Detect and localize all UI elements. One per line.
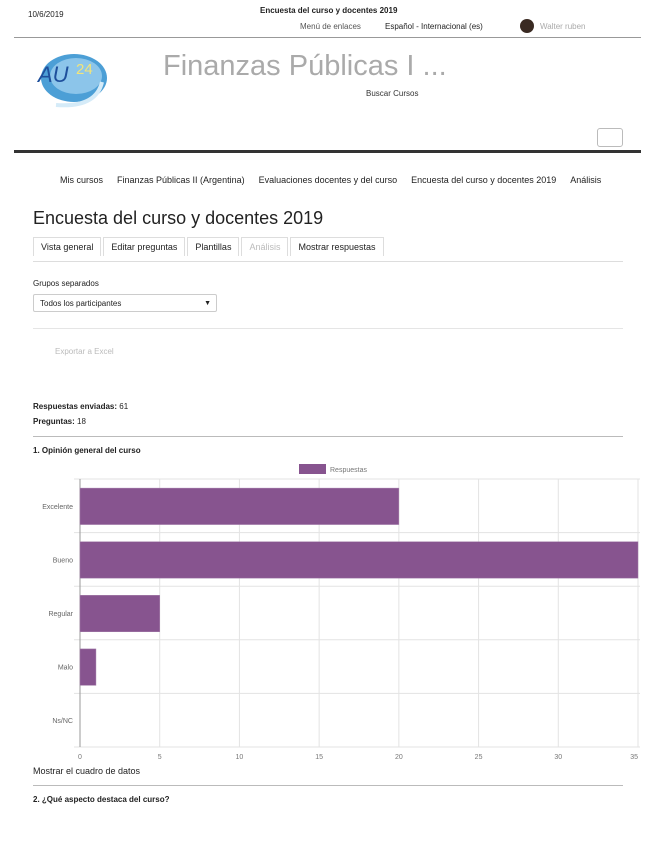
tab-bar: Vista general Editar preguntas Plantilla…: [33, 237, 386, 256]
tabs-divider: [33, 261, 623, 262]
tab-vista-general[interactable]: Vista general: [33, 237, 102, 256]
bar-regular: [79, 595, 160, 633]
question-2-title: 2. ¿Qué aspecto destaca del curso?: [33, 795, 170, 804]
show-data-table-link[interactable]: Mostrar el cuadro de datos: [33, 766, 141, 776]
question-1-title: 1. Opinión general del curso: [33, 446, 141, 455]
svg-text:AU: AU: [36, 62, 69, 87]
groups-select[interactable]: Todos los participantes ▼: [33, 294, 217, 312]
search-courses-link[interactable]: Buscar Cursos: [366, 89, 419, 98]
caret-down-icon: ▼: [204, 300, 211, 307]
tab-mostrar-respuestas[interactable]: Mostrar respuestas: [290, 237, 384, 256]
header-divider: [14, 37, 641, 38]
legend-label: Respuestas: [330, 467, 367, 474]
print-doc-title: Encuesta del curso y docentes 2019: [260, 6, 398, 15]
menu-links[interactable]: Menú de enlaces: [300, 22, 361, 31]
svg-text:24: 24: [76, 61, 93, 78]
tab-editar-preguntas[interactable]: Editar preguntas: [103, 237, 186, 256]
x-tick-label: 15: [315, 754, 323, 761]
divider: [33, 328, 623, 329]
groups-selected: Todos los participantes: [40, 299, 122, 308]
legend-swatch: [299, 464, 326, 474]
responses-label: Respuestas enviadas:: [33, 402, 118, 411]
responses-value: 61: [119, 402, 129, 411]
bar-excelente: [79, 487, 400, 525]
responses-count: Respuestas enviadas: 61: [33, 402, 128, 411]
divider: [33, 436, 623, 437]
breadcrumb: Mis cursos Finanzas Públicas II (Argenti…: [60, 175, 640, 185]
questions-count: Preguntas: 18: [33, 417, 86, 426]
x-tick-label: 10: [236, 754, 244, 761]
site-title[interactable]: Finanzas Públicas I ...: [163, 50, 447, 82]
divider: [33, 785, 623, 786]
avatar[interactable]: [520, 19, 534, 33]
breadcrumb-item[interactable]: Evaluaciones docentes y del curso: [258, 175, 398, 185]
x-tick-label: 5: [158, 754, 162, 761]
print-date: 10/6/2019: [28, 10, 64, 19]
language-menu[interactable]: Español - Internacional (es): [385, 22, 483, 31]
bar-bueno: [79, 541, 639, 579]
breadcrumb-item[interactable]: Análisis: [570, 175, 602, 185]
y-tick-label: Regular: [48, 611, 73, 618]
tab-analisis: Análisis: [241, 237, 289, 256]
x-tick-label: 25: [475, 754, 483, 761]
y-tick-label: Excelente: [42, 504, 73, 511]
breadcrumb-item[interactable]: Mis cursos: [60, 175, 104, 185]
menu-toggle-button[interactable]: [597, 128, 623, 147]
breadcrumb-item[interactable]: Finanzas Públicas II (Argentina): [117, 175, 245, 185]
tab-plantillas[interactable]: Plantillas: [187, 237, 240, 256]
user-name[interactable]: Walter ruben: [540, 22, 586, 31]
page-title: Encuesta del curso y docentes 2019: [33, 208, 324, 228]
x-tick-label: 35: [630, 754, 638, 761]
y-tick-label: Bueno: [53, 557, 73, 564]
y-tick-label: Malo: [58, 665, 73, 672]
bar-malo: [79, 648, 97, 686]
site-logo[interactable]: AU 24: [36, 50, 108, 112]
export-excel-button[interactable]: Exportar a Excel: [55, 347, 114, 356]
breadcrumb-item[interactable]: Encuesta del curso y docentes 2019: [411, 175, 557, 185]
y-tick-label: Ns/NC: [52, 718, 73, 725]
nav-divider: [14, 150, 641, 153]
x-tick-label: 0: [78, 754, 82, 761]
questions-value: 18: [77, 417, 86, 426]
question-1-chart: 0 5 10 15 20 25 30 35 Excelente Bueno Regular Malo N…: [42, 464, 640, 761]
x-tick-label: 20: [395, 754, 403, 761]
x-tick-label: 30: [554, 754, 562, 761]
questions-label: Preguntas:: [33, 417, 75, 426]
groups-label: Grupos separados: [33, 279, 99, 288]
